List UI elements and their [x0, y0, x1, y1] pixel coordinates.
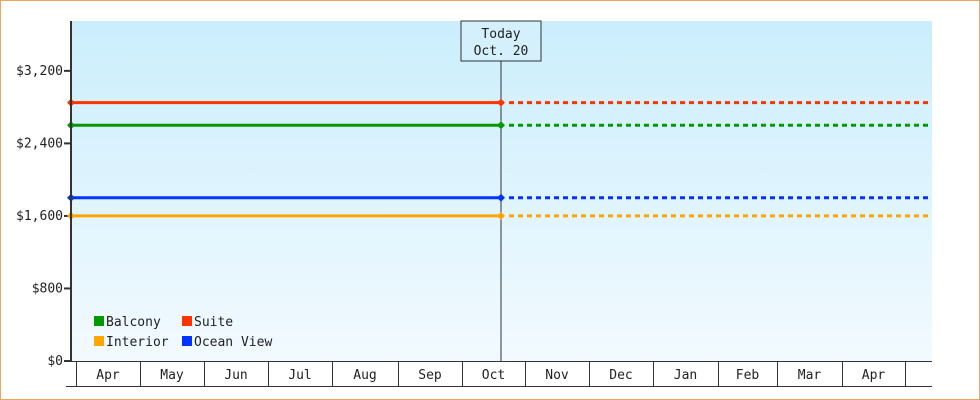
legend-label: Ocean View	[194, 335, 272, 350]
legend-swatch	[182, 336, 192, 346]
legend-item[interactable]: Balcony	[94, 315, 161, 330]
y-tick-label: $800	[32, 281, 63, 296]
x-tick-label: Apr	[96, 368, 120, 383]
y-tick-label: $0	[47, 354, 63, 369]
series-group	[67, 98, 932, 220]
legend-swatch	[94, 336, 104, 346]
today-box	[460, 20, 542, 62]
x-tick-label: Jan	[674, 368, 697, 383]
data-point[interactable]	[497, 98, 505, 107]
legend-label: Suite	[194, 315, 233, 330]
x-tick-label: Oct	[482, 368, 505, 383]
legend-item[interactable]: Interior	[94, 335, 169, 350]
x-tick-label: Mar	[798, 368, 822, 383]
x-tick-label: Nov	[545, 368, 569, 383]
series-interior	[67, 211, 932, 220]
today-marker: Today Oct. 20	[460, 20, 542, 361]
x-tick-label: Feb	[736, 368, 760, 383]
data-point[interactable]	[497, 121, 505, 130]
x-tick-label: May	[160, 368, 184, 383]
x-tick-label: Sep	[418, 368, 442, 383]
legend: Balcony Suite Interior Ocean View	[94, 315, 272, 350]
y-tick-label: $1,600	[16, 209, 63, 224]
x-tick-label: Jun	[224, 368, 247, 383]
x-tick-label: Apr	[862, 368, 886, 383]
y-tick-label: $2,400	[16, 136, 63, 151]
y-axis: $0 $800 $1,600 $2,400 $3,200	[16, 64, 71, 369]
legend-label: Interior	[106, 335, 169, 350]
x-tick-label: Dec	[609, 368, 632, 383]
data-point[interactable]	[497, 193, 505, 202]
y-tick-label: $3,200	[16, 64, 63, 79]
legend-swatch	[94, 316, 104, 326]
x-axis: Apr May Jun Jul Aug Sep Oct Nov Dec Jan Feb Mar Apr	[66, 361, 932, 387]
today-label: Today	[481, 27, 520, 42]
x-tick-label: Aug	[353, 368, 376, 383]
legend-swatch	[182, 316, 192, 326]
today-date: Oct. 20	[474, 44, 529, 59]
series-balcony	[67, 121, 932, 130]
legend-label: Balcony	[106, 315, 161, 330]
x-tick-label: Jul	[288, 368, 311, 383]
legend-item[interactable]: Ocean View	[182, 335, 272, 350]
legend-item[interactable]: Suite	[182, 315, 233, 330]
data-point[interactable]	[497, 211, 505, 220]
